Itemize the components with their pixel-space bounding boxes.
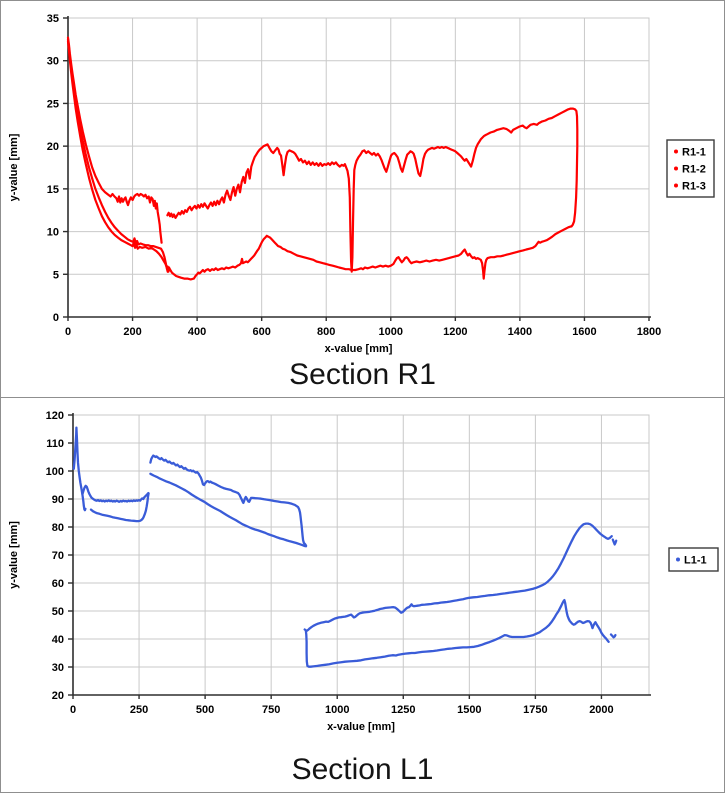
- x-tick-label: 800: [317, 326, 335, 338]
- series-line: [81, 484, 150, 503]
- series-line: [66, 38, 169, 273]
- tick-labels: 0 200 400 600 800 1000 1200 1400 1600 1800 0 5 10 15 2…: [47, 13, 661, 338]
- legend-marker-icon: [674, 149, 678, 154]
- series-R1-3: [66, 38, 169, 273]
- y-tick-label: 15: [47, 184, 59, 196]
- y-axis-title: y-value [mm]: [8, 521, 20, 589]
- series-line: [149, 472, 308, 548]
- legend-marker-icon: [674, 166, 678, 171]
- series-line: [166, 107, 579, 273]
- chart-title-section-l1: Section L1: [291, 753, 434, 786]
- y-tick-label: 80: [52, 522, 64, 534]
- series-R1-1: [66, 39, 573, 281]
- chart-panel-section-l1: 0 250 500 750 1000 1250 1500 1750 2000 20 30 40 50 60…: [0, 398, 725, 793]
- axes: [68, 413, 651, 699]
- chart-section-r1: 0 200 400 600 800 1000 1200 1400 1600 1800 0 5 10 15 2…: [8, 13, 715, 355]
- x-tick-label: 250: [130, 704, 148, 716]
- chart-title-section-r1: Section R1: [289, 358, 436, 391]
- x-axis-title: x-value [mm]: [325, 343, 393, 355]
- y-tick-label: 110: [46, 438, 64, 450]
- y-tick-label: 60: [52, 578, 64, 590]
- x-tick-label: 1500: [457, 704, 481, 716]
- x-tick-label: 1200: [443, 326, 467, 338]
- x-tick-label: 400: [188, 326, 206, 338]
- y-tick-label: 20: [47, 141, 59, 153]
- y-tick-label: 70: [52, 550, 64, 562]
- legend: R1-1 R1-2 R1-3: [666, 139, 715, 198]
- series-L1-1: [72, 426, 618, 668]
- x-tick-label: 200: [123, 326, 141, 338]
- x-tick-label: 1750: [523, 704, 547, 716]
- x-tick-label: 500: [196, 704, 214, 716]
- y-tick-label: 40: [52, 634, 64, 646]
- y-tick-label: 10: [47, 227, 59, 239]
- series-line: [72, 426, 87, 512]
- y-tick-label: 120: [46, 410, 64, 422]
- legend-marker-icon: [676, 557, 680, 562]
- x-tick-label: 1000: [325, 704, 349, 716]
- x-tick-label: 1400: [508, 326, 532, 338]
- y-tick-label: 100: [46, 466, 64, 478]
- y-tick-label: 90: [52, 494, 64, 506]
- y-tick-label: 30: [47, 56, 59, 68]
- x-axis-title: x-value [mm]: [327, 721, 395, 733]
- y-tick-label: 5: [53, 269, 59, 281]
- x-tick-label: 1800: [637, 326, 661, 338]
- x-tick-label: 750: [262, 704, 280, 716]
- legend-label: R1-1: [682, 147, 706, 159]
- legend: L1-1: [668, 547, 719, 572]
- legend-label: R1-3: [682, 181, 706, 193]
- x-tick-label: 0: [70, 704, 76, 716]
- legend-label: R1-2: [682, 164, 706, 176]
- legend-marker-icon: [674, 183, 678, 188]
- x-tick-label: 1600: [572, 326, 596, 338]
- y-axis-title: y-value [mm]: [8, 133, 20, 201]
- series-line: [66, 36, 163, 244]
- series-line: [89, 492, 150, 523]
- series-line: [303, 598, 610, 668]
- y-tick-label: 30: [52, 662, 64, 674]
- plot-area: [67, 17, 650, 318]
- x-tick-label: 2000: [589, 704, 613, 716]
- chart-panel-section-r1: 0 200 400 600 800 1000 1200 1400 1600 1800 0 5 10 15 2…: [0, 0, 725, 398]
- series-line: [305, 522, 613, 633]
- legend-label: L1-1: [684, 555, 707, 567]
- y-tick-label: 50: [52, 606, 64, 618]
- x-tick-label: 1000: [379, 326, 403, 338]
- y-tick-label: 35: [47, 13, 59, 25]
- series-line: [609, 633, 617, 639]
- chart-section-l1: 0 250 500 750 1000 1250 1500 1750 2000 20 30 40 50 60…: [8, 410, 719, 733]
- y-tick-label: 0: [53, 312, 59, 324]
- legend-box: [668, 547, 719, 572]
- series-line: [611, 538, 618, 546]
- y-tick-label: 25: [47, 98, 59, 110]
- axes: [63, 16, 651, 321]
- series-line: [66, 39, 573, 281]
- x-tick-label: 0: [65, 326, 71, 338]
- series-R1-2: [66, 36, 579, 273]
- x-tick-label: 600: [252, 326, 270, 338]
- x-tick-label: 1250: [391, 704, 415, 716]
- y-tick-label: 20: [52, 690, 64, 702]
- tick-labels: 0 250 500 750 1000 1250 1500 1750 2000 20 30 40 50 60…: [46, 410, 614, 716]
- series-line: [149, 454, 308, 547]
